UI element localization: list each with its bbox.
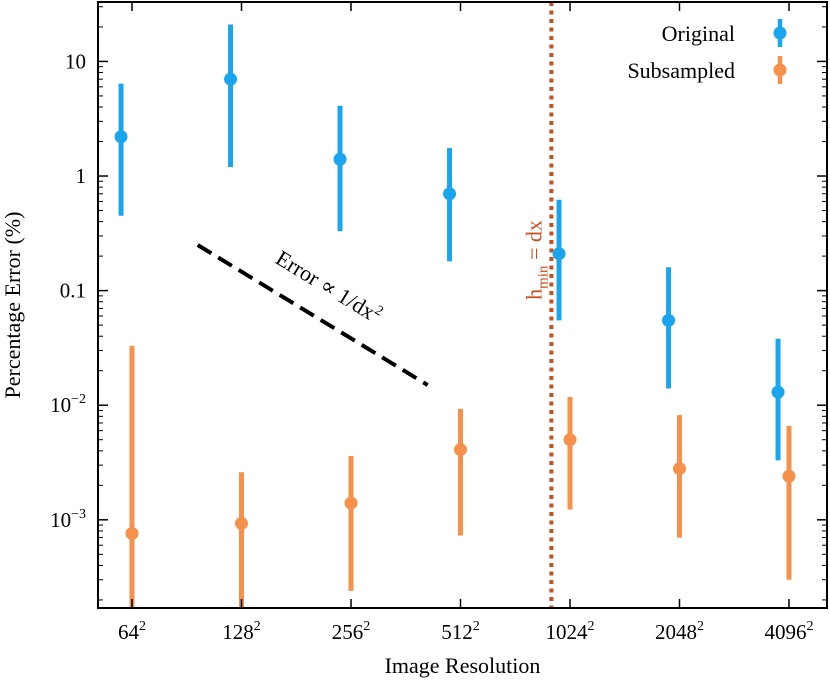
x-axis-label: Image Resolution: [385, 653, 541, 678]
y-tick-label-2: 0.1: [60, 279, 86, 303]
hmin-label: hmin = dx: [521, 220, 551, 300]
original-point-5: [662, 313, 676, 327]
subsampled-point-5: [673, 462, 686, 476]
x-tick-label-0: 642: [118, 619, 146, 644]
legend-marker-0: [773, 26, 787, 40]
subsampled-point-6: [782, 469, 796, 483]
x-tick-label-4: 10242: [546, 619, 595, 644]
x-tick-label-3: 5122: [441, 619, 480, 644]
legend-marker-1: [773, 63, 787, 77]
error-scaling-label: Error ∝ 1/dx2: [272, 245, 386, 328]
y-tick-label-3: 10−2: [50, 392, 86, 417]
original-point-3: [443, 187, 457, 201]
original-point-6: [771, 385, 785, 399]
legend-label-1: Subsampled: [627, 58, 735, 83]
original-point-4: [552, 247, 566, 261]
axis-ticks: 642 1282 2562 5122 10242 20482 40962 10 1 0.1 10−2…: [50, 2, 827, 644]
error-scaling-reference-line: [196, 243, 429, 387]
subsampled-point-4: [563, 433, 577, 447]
legend: Original Subsampled: [627, 19, 787, 84]
subsampled-point-0: [125, 526, 139, 540]
subsampled-point-1: [235, 516, 248, 530]
x-tick-label-6: 40962: [765, 619, 814, 644]
original-point-2: [333, 152, 347, 166]
legend-label-0: Original: [662, 21, 735, 46]
y-tick-label-1: 1: [76, 164, 87, 188]
original-point-0: [114, 130, 128, 144]
x-tick-label-1: 1282: [222, 619, 261, 644]
plot-frame: [97, 1, 828, 609]
x-tick-label-5: 20482: [655, 619, 704, 644]
y-axis-label: Percentage Error (%): [0, 212, 25, 399]
subsampled-point-3: [454, 443, 467, 457]
y-tick-label-4: 10−3: [50, 507, 86, 532]
y-tick-label-0: 10: [65, 49, 86, 73]
x-tick-label-2: 2562: [332, 619, 371, 644]
data-marks: [114, 24, 796, 608]
original-point-1: [224, 72, 238, 86]
subsampled-point-2: [344, 496, 358, 510]
axes-frame: [97, 1, 828, 609]
plot-area: hmin = dx Error ∝ 1/dx2: [196, 2, 554, 608]
